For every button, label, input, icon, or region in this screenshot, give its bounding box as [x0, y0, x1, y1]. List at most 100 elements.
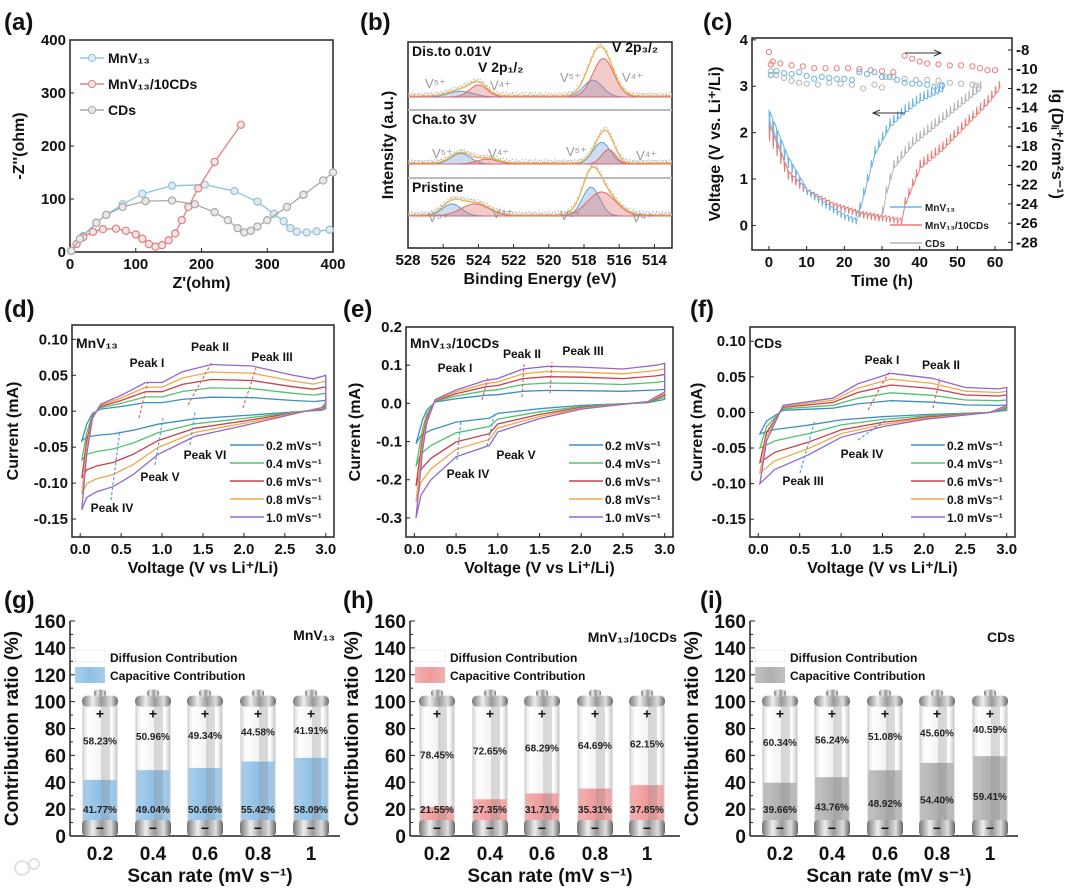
peak-marker-line [867, 369, 891, 411]
legend-label: Diffusion Contribution [450, 651, 577, 665]
capacitive-percent-label: 50.66% [188, 805, 222, 816]
x-tick-label: 0.6 [192, 844, 218, 865]
battery-top-cap [629, 695, 665, 707]
capacitive-percent-label: 43.76% [815, 803, 849, 814]
legend-swatch-capacitive [755, 667, 785, 683]
diffusion-percent-label: 62.15% [630, 739, 664, 750]
y-tick-label: 0 [395, 827, 406, 848]
data-point [230, 186, 239, 196]
y-right-axis-title: lg (Dₗᵢ⁺/cm²s⁻¹) [1048, 89, 1065, 199]
y-tick-label: -0.10 [712, 476, 746, 493]
data-point [177, 215, 186, 225]
panel-h-contribution-chart: 0 20 40 60 80 100 120 140 160 Contribution ratio … [342, 612, 680, 887]
plus-icon: + [828, 706, 836, 722]
spectrum-label: Cha.to 3V [412, 111, 477, 127]
capacitive-fill [188, 767, 222, 830]
x-tick-label: 514 [642, 252, 668, 269]
cv-curve-2: 0.6 mVs⁻¹ [81, 378, 327, 489]
y-tick-label: 0 [740, 217, 748, 234]
x-tick-label: 1.0 [831, 541, 852, 558]
y-axis-title: Current (mA) [5, 382, 22, 481]
data-point [167, 196, 177, 205]
battery-highlight [781, 705, 790, 820]
x-tick-label: 528 [395, 252, 420, 269]
diffusion-point [931, 83, 938, 90]
oxidation-state-label: V⁵⁺ [566, 144, 587, 159]
peak-title-2p3-2: V 2p₃/₂ [612, 39, 658, 55]
battery-bottom-cap [867, 820, 903, 836]
x-tick-label: 100 [123, 256, 148, 273]
diffusion-percent-label: 50.96% [136, 732, 170, 743]
x-axis-title: Voltage (V vs Li⁺/Li) [807, 560, 957, 577]
y-right-tick-label: -26 [1016, 215, 1038, 232]
data-point [292, 227, 302, 237]
x-tick-label: 30 [874, 254, 891, 271]
y-tick-label: -0.2 [376, 472, 402, 489]
x-tick-label: 2.0 [571, 541, 592, 558]
battery-top-cap [187, 695, 223, 707]
capacitive-percent-label: 41.77% [83, 805, 117, 816]
minus-icon: − [307, 820, 315, 836]
peak-label: Peak VI [184, 448, 227, 462]
diffusion-point [841, 75, 848, 82]
diffusion-point [788, 62, 795, 69]
x-tick-label: 0.6 [529, 844, 555, 865]
data-point [138, 189, 147, 198]
sample-label: MnV₁₃/10CDs [410, 335, 499, 351]
diffusion-point [969, 63, 976, 70]
battery-bar: + − 56.24% 43.76% 0.4 [814, 689, 850, 865]
battery-highlight [259, 705, 268, 820]
x-tick-label: 60 [987, 254, 1004, 271]
battery-top-cap [240, 695, 276, 707]
battery-bar: + − 51.08% 48.92% 0.6 [867, 689, 903, 865]
x-axis-title: Scan rate (mV s⁻¹) [467, 866, 632, 887]
x-tick-label: 0.0 [70, 541, 91, 558]
peak-label: Peak IV [91, 501, 134, 515]
y-axis-title: -Z''(ohm) [11, 112, 28, 179]
peak-label: Peak II [922, 358, 960, 372]
panel-label-e: (e) [343, 296, 372, 323]
y-tick-label: 160 [34, 612, 66, 633]
peak-label: Peak III [782, 474, 823, 488]
legend-label: 1.0 mVs⁻¹ [947, 511, 1003, 525]
diffusion-percent-label: 49.34% [188, 731, 222, 742]
battery-top-cap [419, 695, 455, 707]
diffusion-point [878, 73, 886, 81]
cv-curve-3: 0.8 mVs⁻¹ [81, 371, 327, 507]
cv-curve-3: 0.8 mVs⁻¹ [415, 368, 666, 507]
y-tick-label: 40 [45, 773, 66, 794]
peak-label: Peak III [251, 350, 292, 364]
legend-label: 0.2 mVs⁻¹ [605, 439, 661, 453]
panel-label-h: (h) [343, 587, 374, 614]
data-point [75, 234, 85, 243]
peak-marker-line [242, 367, 257, 409]
y-tick-label: 40 [725, 773, 746, 794]
y-right-tick-label: -18 [1016, 138, 1038, 155]
data-point [98, 225, 108, 234]
diffusion-point [803, 80, 810, 87]
series-1: MnV₁₃/10CDs [67, 76, 246, 256]
plus-icon: + [933, 706, 941, 722]
battery-bar: + − 45.60% 54.40% 0.8 [919, 689, 955, 865]
battery-highlight [101, 705, 110, 820]
oxidation-state-label: V⁵⁺ [432, 146, 453, 161]
plus-icon: + [986, 706, 994, 722]
panel-g-contribution-chart: 0 20 40 60 80 100 120 140 160 Contribution ratio … [2, 612, 340, 887]
voltage-profile [768, 81, 944, 225]
battery-terminal [931, 689, 943, 697]
legend-label: Diffusion Contribution [110, 651, 237, 665]
legend-label: Capacitive Contribution [790, 669, 925, 683]
battery-highlight [438, 705, 447, 820]
battery-highlight [886, 705, 895, 820]
battery-terminal [199, 689, 211, 697]
battery-highlight [833, 705, 842, 820]
y-tick-label: 40 [385, 773, 406, 794]
data-point [157, 240, 167, 250]
x-tick-label: 516 [607, 252, 632, 269]
x-axis-title: Binding Energy (eV) [464, 271, 617, 288]
cv-loop [415, 373, 666, 486]
battery-bottom-cap [814, 820, 850, 836]
data-point [121, 226, 131, 235]
capacitive-percent-label: 58.09% [294, 805, 328, 816]
y-axis-title: Current (mA) [347, 383, 364, 482]
